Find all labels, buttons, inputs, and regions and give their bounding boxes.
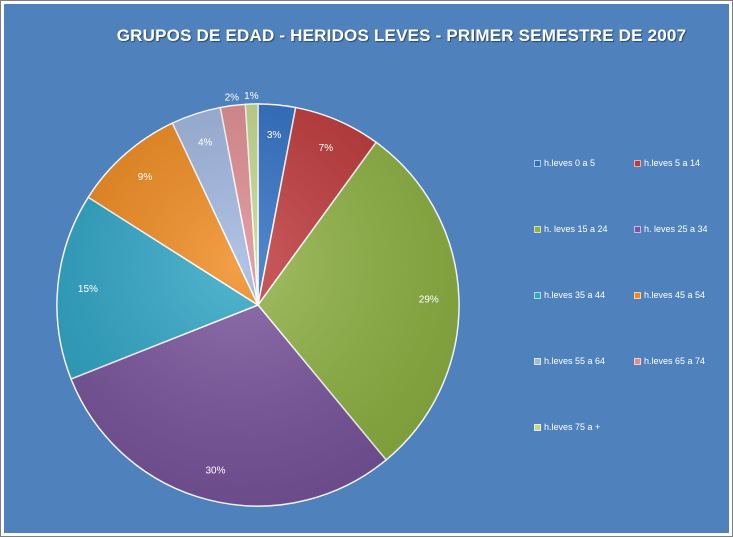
legend-label: h.leves 5 a 14	[644, 158, 701, 168]
pie-chart: 3% 7% 29% 30% 15% 9% 4% 2% 1%	[56, 91, 460, 507]
legend-swatch	[634, 159, 641, 167]
slice-value-label-7: 2%	[225, 93, 240, 104]
legend-item-5: h.leves 45 a 54	[634, 288, 705, 302]
legend-swatch	[534, 159, 541, 167]
legend-swatch	[534, 357, 541, 365]
legend-item-6: h.leves 55 a 64	[534, 354, 605, 368]
legend-label: h.leves 35 a 44	[544, 290, 606, 300]
slice-value-label-8: 1%	[244, 91, 259, 102]
legend-label: h.leves 55 a 64	[544, 356, 606, 366]
legend-item-1: h.leves 5 a 14	[634, 156, 700, 170]
chart-area: GRUPOS DE EDAD - HERIDOS LEVES - PRIMER …	[4, 4, 729, 533]
legend-swatch	[634, 291, 641, 299]
legend-item-4: h.leves 35 a 44	[534, 288, 605, 302]
slice-value-label-2: 29%	[419, 295, 439, 306]
legend-label: h.leves 65 a 74	[644, 356, 706, 366]
legend-label: h.leves 45 a 54	[644, 290, 706, 300]
slice-value-label-4: 15%	[78, 284, 98, 295]
slice-value-label-6: 4%	[198, 138, 213, 149]
legend-label: h.leves 0 a 5	[544, 158, 596, 168]
slice-value-label-0: 3%	[267, 130, 282, 141]
legend-swatch	[634, 225, 641, 233]
slice-value-label-5: 9%	[138, 172, 153, 183]
legend-item-7: h.leves 65 a 74	[634, 354, 705, 368]
legend-item-8: h.leves 75 a +	[534, 420, 600, 434]
legend-label: h. leves 15 a 24	[544, 224, 608, 234]
legend-swatch	[534, 291, 541, 299]
slice-value-label-1: 7%	[319, 143, 334, 154]
legend-item-0: h.leves 0 a 5	[534, 156, 595, 170]
legend-swatch	[634, 357, 641, 365]
legend-item-3: h. leves 25 a 34	[634, 222, 708, 236]
legend-swatch	[534, 225, 541, 233]
slice-value-label-3: 30%	[205, 466, 225, 477]
legend-swatch	[534, 423, 541, 431]
legend-label: h.leves 75 a +	[544, 422, 601, 432]
legend-label: h. leves 25 a 34	[644, 224, 708, 234]
chart-title: GRUPOS DE EDAD - HERIDOS LEVES - PRIMER …	[116, 26, 687, 45]
legend-item-2: h. leves 15 a 24	[534, 222, 608, 236]
